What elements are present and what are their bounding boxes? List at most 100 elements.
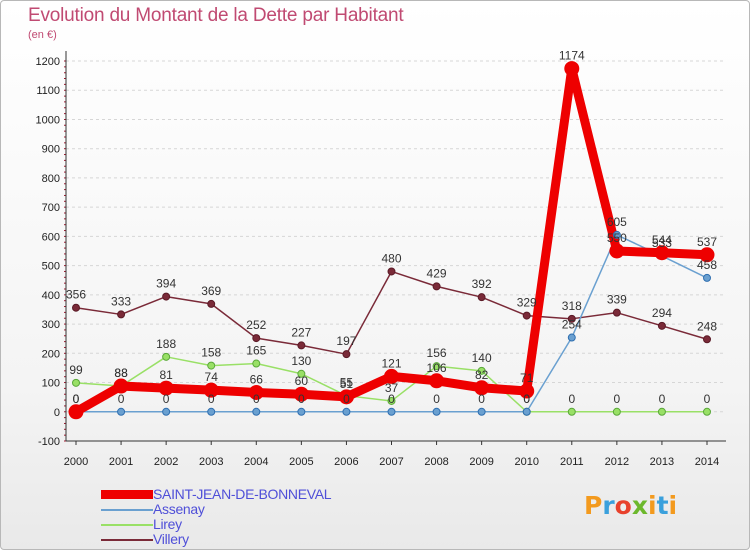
data-label: 55 xyxy=(340,376,354,390)
data-point xyxy=(384,368,399,384)
data-point xyxy=(432,407,441,416)
legend-item: Villery xyxy=(101,532,331,547)
data-label: 0 xyxy=(388,392,395,406)
data-point xyxy=(297,407,306,416)
data-label: 480 xyxy=(381,251,401,265)
data-label: 318 xyxy=(562,299,582,313)
data-label: 165 xyxy=(246,344,266,358)
data-point xyxy=(252,407,261,416)
x-tick-label: 2008 xyxy=(424,456,448,468)
y-tick-label: 1100 xyxy=(36,85,60,97)
y-tick-label: 1200 xyxy=(36,56,60,68)
data-label: 0 xyxy=(118,392,125,406)
legend-label: SAINT-JEAN-DE-BONNEVAL xyxy=(153,486,332,502)
legend-item: Lirey xyxy=(101,517,331,532)
proxiti-logo: Proxiti xyxy=(584,491,678,520)
data-label: 294 xyxy=(652,306,672,320)
data-point xyxy=(72,378,80,387)
y-tick-label: 500 xyxy=(42,261,60,273)
data-point xyxy=(657,407,666,416)
x-tick-label: 2009 xyxy=(469,456,493,468)
data-point xyxy=(252,359,261,368)
legend-swatch xyxy=(101,523,153,526)
data-label: 88 xyxy=(114,366,128,380)
data-point xyxy=(703,335,711,344)
data-point xyxy=(657,321,666,330)
data-point xyxy=(342,407,351,416)
data-point xyxy=(567,314,576,323)
data-label: 394 xyxy=(156,277,176,291)
data-label: 0 xyxy=(523,392,530,406)
data-label: 533 xyxy=(652,236,672,250)
data-point xyxy=(68,404,84,420)
data-label: 356 xyxy=(66,288,86,302)
y-tick-label: 700 xyxy=(42,202,60,214)
data-label: 0 xyxy=(298,392,305,406)
data-label: 392 xyxy=(472,277,492,291)
data-label: 605 xyxy=(607,215,627,229)
x-tick-label: 2002 xyxy=(154,456,178,468)
data-point xyxy=(522,311,531,320)
data-point xyxy=(162,407,171,416)
data-label: 0 xyxy=(568,392,575,406)
data-point xyxy=(117,310,126,319)
data-label: 188 xyxy=(156,337,176,351)
data-point xyxy=(293,386,309,402)
data-label: 51 xyxy=(340,377,354,391)
data-label: 99 xyxy=(69,363,83,377)
data-label: 458 xyxy=(697,258,717,272)
data-label: 0 xyxy=(253,392,260,406)
x-tick-label: 2000 xyxy=(64,456,88,468)
x-tick-label: 2013 xyxy=(650,456,674,468)
data-label: 0 xyxy=(704,392,711,406)
data-point xyxy=(519,383,535,399)
data-label: 74 xyxy=(205,370,219,384)
data-label: 82 xyxy=(475,368,489,382)
legend-label: Lirey xyxy=(153,516,182,532)
data-label: 106 xyxy=(427,361,447,375)
x-tick-label: 2001 xyxy=(109,456,133,468)
x-tick-label: 2007 xyxy=(379,456,403,468)
data-point xyxy=(429,373,445,389)
data-label: 156 xyxy=(427,346,447,360)
data-point xyxy=(522,407,531,416)
data-point xyxy=(387,407,396,416)
data-point xyxy=(203,382,219,398)
data-point xyxy=(117,407,126,416)
y-tick-label: -100 xyxy=(38,436,60,448)
data-label: 121 xyxy=(381,356,401,370)
data-label: 0 xyxy=(433,392,440,406)
y-tick-label: 800 xyxy=(42,173,60,185)
data-label: 252 xyxy=(246,318,266,332)
legend-label: Assenay xyxy=(153,501,205,517)
data-label: 0 xyxy=(614,392,621,406)
data-label: 0 xyxy=(208,392,215,406)
data-point xyxy=(477,366,486,375)
data-point xyxy=(162,292,171,301)
data-point xyxy=(113,378,129,394)
data-point xyxy=(609,243,625,259)
legend-swatch xyxy=(101,538,153,541)
x-tick-label: 2012 xyxy=(605,456,629,468)
y-tick-label: 600 xyxy=(42,231,60,243)
x-tick-label: 2006 xyxy=(334,456,358,468)
data-point xyxy=(477,407,486,416)
data-point xyxy=(72,303,80,312)
legend-swatch xyxy=(101,508,153,511)
data-label: 0 xyxy=(73,392,80,406)
x-tick-label: 2004 xyxy=(244,456,268,468)
x-tick-label: 2011 xyxy=(560,456,584,468)
data-label: 248 xyxy=(697,319,717,333)
data-label: 550 xyxy=(607,231,627,245)
data-point xyxy=(567,407,576,416)
data-point xyxy=(612,230,621,239)
x-tick-label: 2014 xyxy=(695,456,719,468)
y-tick-label: 1000 xyxy=(36,114,60,126)
y-tick-label: 300 xyxy=(42,319,60,331)
data-point xyxy=(703,407,711,416)
data-label: 537 xyxy=(697,235,717,249)
data-label: 254 xyxy=(562,318,582,332)
data-label: 37 xyxy=(385,381,399,395)
data-point xyxy=(297,341,306,350)
